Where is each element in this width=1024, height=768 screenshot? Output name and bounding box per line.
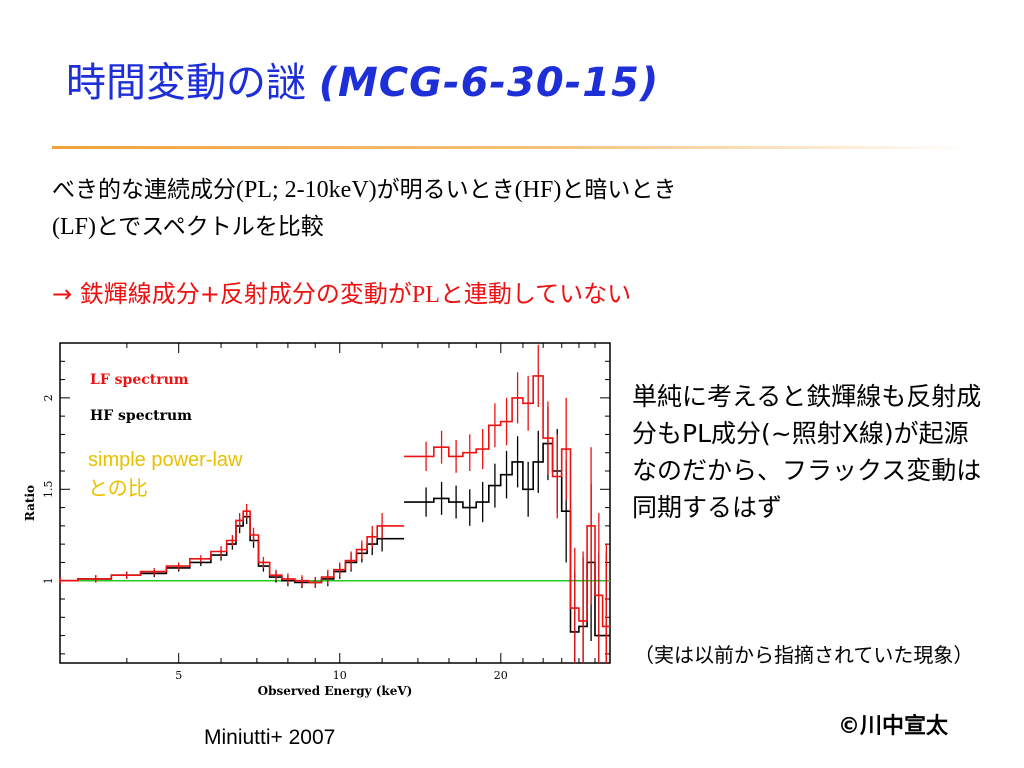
lf-spectrum-line — [60, 375, 610, 628]
y-tick-label: 1 — [42, 577, 55, 584]
intro-text-c: が明るいとき — [376, 177, 515, 203]
intro-text-b: (PL; 2-10keV) — [236, 177, 377, 203]
title-underline — [52, 146, 972, 149]
x-axis-label: Observed Energy (keV) — [258, 684, 413, 698]
x-tick-label: 10 — [333, 669, 347, 682]
conclusion-line: → 鉄輝線成分+反射成分の変動がPLと連動していない — [52, 274, 631, 309]
intro-text-f: (LF) — [52, 214, 96, 240]
series-layer — [59, 344, 610, 663]
copyright-text: ©川中宣太 — [838, 714, 949, 739]
slide-title: 時間変動の謎 (MCG-6-30-15) — [66, 50, 659, 108]
arrow-icon: → — [52, 280, 80, 308]
explanation-text: 単純に考えると鉄輝線も反射成分もPL成分(~照射X線)が起源なのだから、フラック… — [632, 382, 982, 522]
slide-title-main: 時間変動の謎 — [66, 60, 319, 106]
chart-svg: 5 10 20 1 1.5 2 Observed Energy (keV) Ratio L… — [23, 342, 611, 698]
conclusion-text-a: 鉄輝線成分+反射成分の変動が — [79, 280, 412, 308]
annotation-line-1: simple power-law — [88, 449, 243, 471]
intro-text-e: と暗いとき — [561, 177, 677, 203]
plot-frame — [59, 342, 611, 664]
y-axis-label: Ratio — [23, 485, 37, 521]
intro-text-d: (HF) — [514, 177, 562, 203]
x-tick-label: 20 — [494, 669, 508, 682]
intro-paragraph: べき的な連続成分(PL; 2-10keV)が明るいとき(HF)と暗いとき (LF)… — [52, 172, 952, 246]
x-tick-label: 5 — [175, 669, 182, 682]
conclusion-text-b: PL — [411, 282, 440, 308]
power-law-annotation: simple power-law との比 — [88, 449, 248, 500]
note-text: （実は以前から指摘されていた現象） — [634, 643, 974, 667]
legend-hf: HF spectrum — [90, 408, 192, 424]
spectrum-ratio-chart: 5 10 20 1 1.5 2 Observed Energy (keV) Ratio L… — [20, 335, 620, 709]
annotation-line-2: との比 — [88, 477, 148, 500]
legend-lf: LF spectrum — [90, 372, 189, 388]
y-tick-label: 2 — [42, 394, 55, 401]
citation-text: Miniutti+ 2007 — [204, 726, 336, 749]
conclusion-text-c: と連動していない — [439, 280, 632, 308]
slide-title-object: (MCG-6-30-15) — [318, 60, 660, 106]
y-tick-label: 1.5 — [42, 481, 55, 499]
intro-text-a: べき的な連続成分 — [52, 177, 236, 203]
intro-text-g: とでスペクトルを比較 — [96, 214, 324, 240]
